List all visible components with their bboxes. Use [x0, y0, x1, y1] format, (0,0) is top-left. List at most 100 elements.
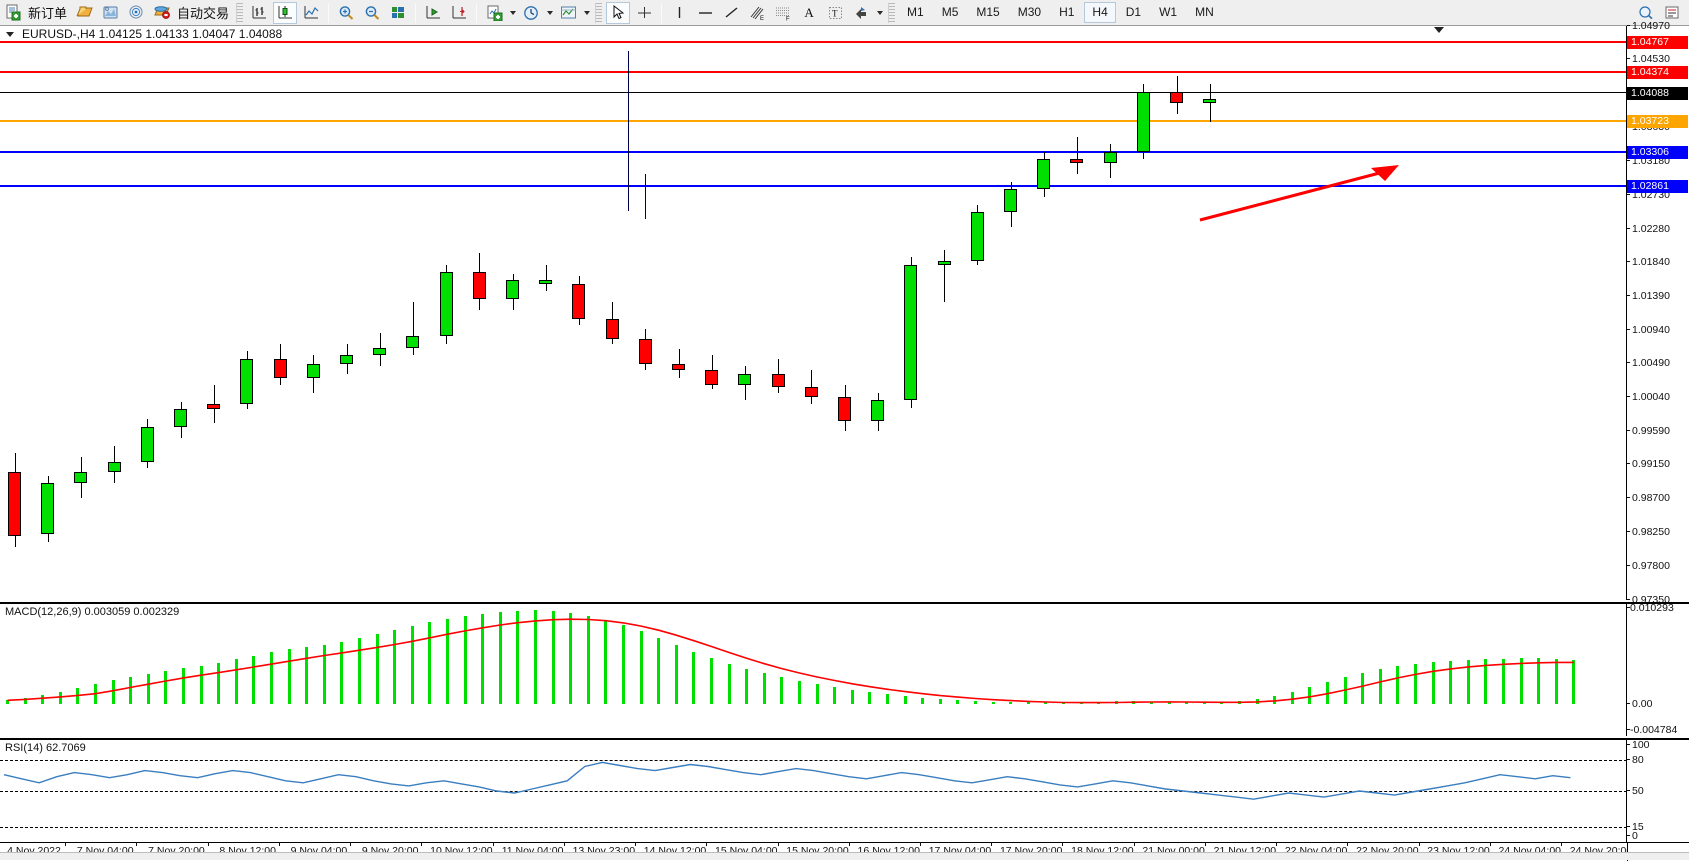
macd-histogram-bar: [1361, 673, 1365, 704]
timeframe-m5[interactable]: M5: [941, 5, 959, 19]
period-icon[interactable]: [519, 2, 543, 24]
fibonacci-icon[interactable]: F: [771, 2, 795, 24]
templates-dropdown-arrow[interactable]: [581, 2, 592, 24]
rsi-level-line: [0, 826, 1626, 828]
profiles-icon[interactable]: [98, 2, 122, 24]
auto-trading-label[interactable]: 自动交易: [177, 6, 230, 21]
vertical-line-object[interactable]: [645, 174, 646, 219]
horizontal-line-icon[interactable]: [693, 2, 717, 24]
chevron-down-icon[interactable]: [1434, 27, 1444, 33]
candle-body: [306, 364, 320, 378]
time-axis-tick: [421, 842, 423, 846]
candlestick-chart-icon[interactable]: [273, 1, 298, 24]
market-watch-icon[interactable]: [124, 2, 148, 24]
macd-histogram-bar: [657, 638, 661, 704]
chart-grid-icon[interactable]: [386, 2, 410, 24]
timeframe-m15[interactable]: M15: [976, 5, 1000, 19]
timeframe-m1[interactable]: M1: [907, 5, 924, 19]
toolbar-separator-1: [236, 2, 244, 23]
macd-histogram-bar: [1466, 660, 1470, 704]
price-level-line-resistance[interactable]: [0, 70, 1626, 73]
chart-shift-icon[interactable]: [447, 2, 471, 24]
price-level-line-pivot[interactable]: [0, 119, 1626, 122]
arrows-dropdown-arrow[interactable]: [874, 2, 885, 24]
expert-advisor-icon[interactable]: [150, 2, 174, 24]
timeframe-mn[interactable]: MN: [1195, 5, 1214, 19]
vertical-line-object[interactable]: [628, 51, 629, 211]
macd-histogram-bar: [1378, 669, 1382, 704]
text-label-icon[interactable]: T: [823, 2, 847, 24]
templates-icon[interactable]: [556, 2, 580, 24]
macd-histogram-bar: [305, 647, 309, 704]
trend-arrow-annotation[interactable]: [1195, 156, 1415, 236]
bar-chart-icon[interactable]: [247, 2, 271, 24]
price-tick: 1.00040: [1627, 392, 1670, 403]
auto-scroll-icon[interactable]: [421, 2, 445, 24]
macd-histogram-bar: [358, 638, 361, 704]
timeframe-m30[interactable]: M30: [1017, 5, 1042, 19]
macd-signal-line: [7, 618, 1574, 704]
line-chart-icon[interactable]: [299, 2, 323, 24]
macd-histogram-bar: [1502, 659, 1505, 704]
candle-body: [705, 370, 719, 386]
price-level-line-current-price[interactable]: [0, 92, 1626, 94]
zoom-in-icon[interactable]: [334, 2, 358, 24]
macd-histogram-bar: [815, 684, 819, 704]
macd-histogram-bar: [6, 700, 9, 704]
new-order-icon[interactable]: [1, 2, 25, 24]
macd-histogram-bar: [182, 668, 185, 704]
price-scale[interactable]: 1.049701.045301.040881.036301.031801.027…: [1627, 21, 1689, 605]
candle-body: [572, 283, 586, 319]
period-dropdown-arrow[interactable]: [544, 2, 555, 24]
new-order-label[interactable]: 新订单: [28, 6, 68, 21]
rsi-pane[interactable]: RSI(14) 62.7069 100 80 50 15 0: [0, 738, 1689, 842]
timeframe-h1[interactable]: H1: [1059, 5, 1075, 19]
timeframe-w1[interactable]: W1: [1159, 5, 1178, 19]
candle-body: [1103, 151, 1117, 164]
time-axis-tick: [635, 842, 637, 846]
candle-body: [904, 264, 918, 401]
macd-histogram-bar: [1519, 658, 1523, 704]
folder-icon[interactable]: [72, 2, 96, 24]
timeframe-d1[interactable]: D1: [1125, 5, 1142, 19]
trend-line-icon[interactable]: [719, 2, 743, 24]
arrows-icon[interactable]: [849, 2, 873, 24]
macd-histogram-bar: [780, 677, 784, 704]
price-level-line-support[interactable]: [0, 184, 1626, 187]
price-plot-area[interactable]: [0, 26, 1627, 600]
chevron-down-icon[interactable]: [6, 31, 14, 37]
macd-pane[interactable]: MACD(12,26,9) 0.003059 0.002329 0.010293…: [0, 602, 1689, 736]
candle-body: [1070, 159, 1084, 164]
crosshair-icon[interactable]: [632, 2, 656, 24]
cursor-icon[interactable]: [606, 1, 631, 24]
candle-body: [1170, 91, 1183, 103]
toolbar-divider-1: [328, 2, 330, 23]
zoom-out-icon[interactable]: [360, 2, 384, 24]
price-level-line-support[interactable]: [0, 151, 1626, 154]
vertical-line-icon[interactable]: [667, 2, 691, 24]
properties-icon[interactable]: [1660, 2, 1684, 24]
help-icon[interactable]: [1634, 2, 1658, 24]
equidistant-channel-icon[interactable]: E: [745, 2, 769, 24]
toolbar-group-zoom: [333, 0, 411, 26]
toolbar-separator-2: [595, 2, 603, 23]
price-level-line-resistance[interactable]: [0, 41, 1626, 44]
indicators-icon[interactable]: [482, 2, 506, 24]
price-pane[interactable]: 1.049701.045301.040881.036301.031801.027…: [0, 21, 1689, 605]
macd-plot-area[interactable]: MACD(12,26,9) 0.003059 0.002329: [0, 604, 1627, 736]
time-axis-tick: [65, 842, 67, 846]
macd-histogram-bar: [129, 677, 133, 704]
price-level-tag-current-price: 1.04088: [1627, 87, 1688, 101]
macd-histogram-bar: [234, 659, 238, 704]
indicators-dropdown-arrow[interactable]: [507, 2, 518, 24]
rsi-plot-area[interactable]: RSI(14) 62.7069: [0, 740, 1627, 842]
text-icon[interactable]: A: [804, 4, 814, 20]
price-tick: 1.02730: [1627, 189, 1670, 200]
macd-histogram-bar: [833, 687, 837, 704]
timeframe-buttons: M1 M5 M15 M30 H1 H4 D1 W1 MN: [898, 0, 1223, 26]
timeframe-h4[interactable]: H4: [1084, 2, 1116, 23]
macd-histogram-bar: [604, 620, 608, 704]
macd-histogram-bar: [1009, 702, 1013, 704]
price-level-tag-pivot: 1.03723: [1627, 114, 1688, 128]
chart-window[interactable]: EURUSD-,H4 1.04125 1.04133 1.04047 1.040…: [0, 21, 1689, 861]
